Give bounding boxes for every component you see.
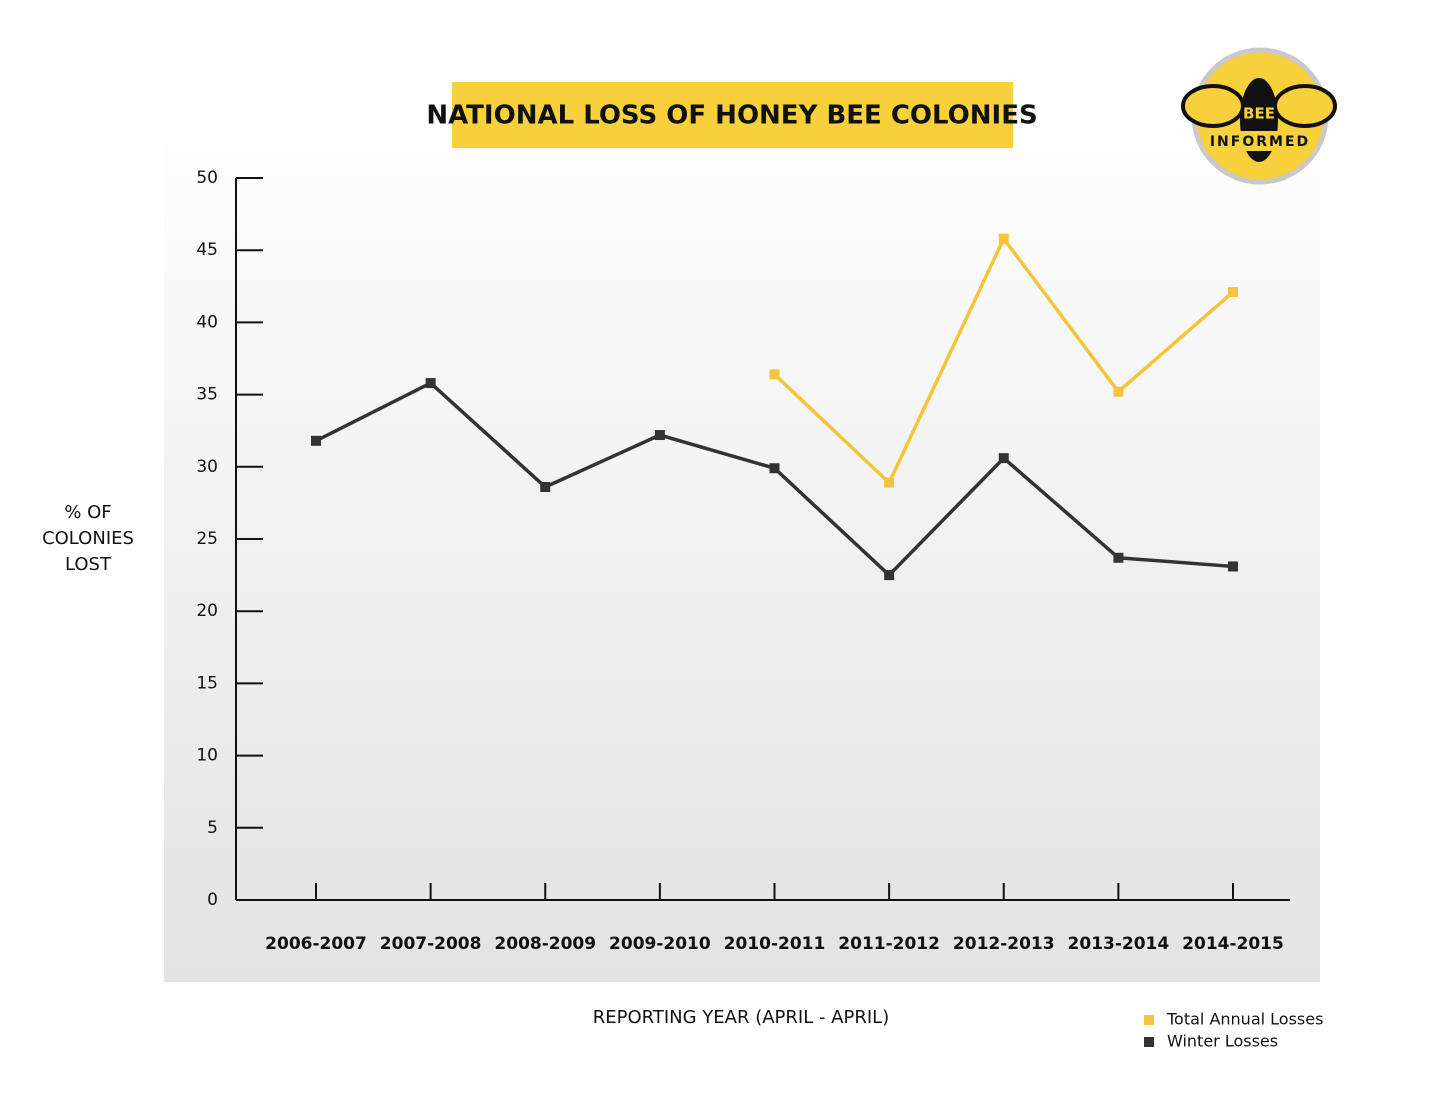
y-axis-label: % OF COLONIES LOST	[42, 502, 134, 575]
point	[998, 453, 1009, 464]
point	[654, 430, 665, 441]
point	[884, 477, 895, 488]
y-tick-label: 0	[207, 890, 218, 910]
x-tick-label: 2011-2012	[838, 934, 940, 954]
y-tick-label: 45	[196, 240, 218, 260]
point	[769, 369, 780, 380]
logo-band	[1205, 131, 1315, 151]
x-tick-label: 2012-2013	[953, 934, 1055, 954]
x-tick-label: 2014-2015	[1182, 934, 1284, 954]
title-box	[452, 82, 1013, 148]
x-tick-label: 2007-2008	[380, 934, 482, 954]
legend-swatch	[1144, 1015, 1154, 1025]
logo-text: INFORMED	[1210, 134, 1310, 150]
x-tick-label: 2010-2011	[724, 934, 826, 954]
point	[998, 233, 1009, 244]
y-tick-label: 5	[207, 818, 218, 838]
y-tick-label: 30	[196, 457, 218, 477]
x-tick-label: 2009-2010	[609, 934, 711, 954]
logo: BEE INFORMED	[1181, 47, 1337, 185]
logo-text: BEE	[1243, 105, 1275, 123]
y-tick-label: 20	[196, 601, 218, 621]
point	[540, 482, 551, 493]
point	[769, 463, 780, 474]
x-axis-label: REPORTING YEAR (APRIL - APRIL)	[593, 1007, 889, 1028]
point	[884, 570, 895, 581]
point	[1113, 552, 1124, 563]
point	[311, 435, 321, 446]
legend-label: Total Annual Losses	[1166, 1010, 1323, 1029]
y-tick-label: 40	[196, 312, 218, 332]
plot-background	[164, 100, 1320, 982]
legend-label: Winter Losses	[1167, 1032, 1278, 1051]
y-tick-label: 50	[196, 168, 218, 188]
logo-wing	[1181, 84, 1245, 128]
point	[1228, 561, 1238, 572]
legend-swatch	[1144, 1037, 1154, 1047]
point	[1228, 287, 1238, 298]
y-tick-label: 15	[196, 673, 218, 693]
point	[425, 378, 436, 389]
y-tick-label: 10	[196, 746, 218, 766]
logo-wing	[1273, 84, 1337, 128]
y-tick-label: 35	[196, 385, 218, 405]
chart-title: NATIONAL LOSS OF HONEY BEE COLONIES	[426, 101, 1037, 131]
point	[1113, 386, 1124, 397]
x-tick-label: 2013-2014	[1068, 934, 1170, 954]
y-tick-label: 25	[196, 529, 218, 549]
x-tick-label: 2008-2009	[494, 934, 596, 954]
x-tick-label: 2006-2007	[265, 934, 367, 954]
